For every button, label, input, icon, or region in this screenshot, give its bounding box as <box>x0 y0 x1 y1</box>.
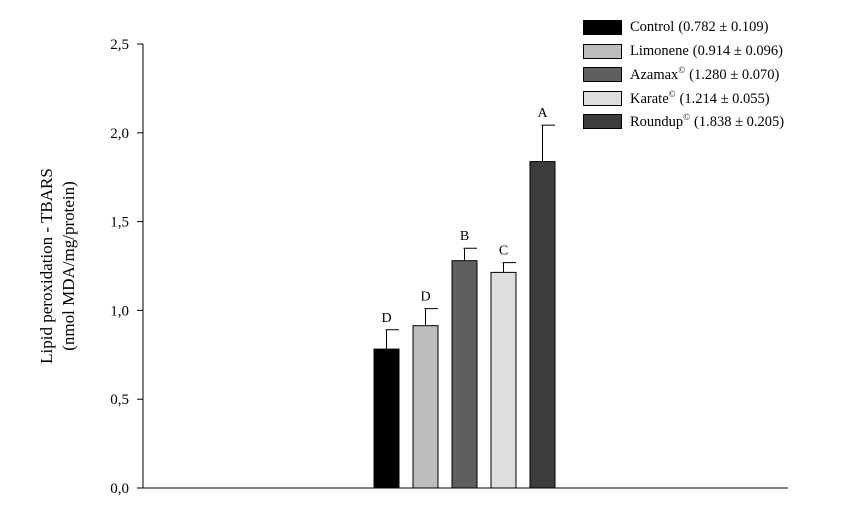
legend-swatch <box>583 90 622 106</box>
legend-series-stats: (1.214 ± 0.055) <box>679 90 770 107</box>
legend-series-name: Roundup <box>630 114 684 131</box>
legend-series-name: Karate <box>630 90 669 107</box>
legend-item-control: Control (0.782 ± 0.109) <box>583 16 784 40</box>
legend-swatch <box>583 43 622 59</box>
y-tick-label: 2,5 <box>110 37 129 53</box>
legend-series-stats: (1.838 ± 0.205) <box>694 114 785 131</box>
legend-swatch <box>583 67 622 83</box>
bar-azamax <box>451 260 478 489</box>
bar-limonene <box>412 325 439 489</box>
significance-letter-limonene: D <box>420 290 430 305</box>
legend-label: Azamax© (1.280 ± 0.070) <box>630 65 779 84</box>
legend-swatch <box>583 20 622 36</box>
legend-series-stats: (1.280 ± 0.070) <box>689 67 780 84</box>
significance-letter-control: D <box>381 311 391 326</box>
significance-letter-azamax: B <box>460 229 469 244</box>
legend-series-name: Limonene <box>630 42 689 59</box>
legend-item-roundup: Roundup© (1.838 ± 0.205) <box>583 110 784 134</box>
legend-series-name: Control <box>630 19 675 36</box>
bar-roundup <box>529 161 556 489</box>
y-tick-label: 0,0 <box>110 481 129 497</box>
y-axis-label-line2: (nmol MDA/mg/protein) <box>59 181 78 351</box>
chart-legend: Control (0.782 ± 0.109) Limonene (0.914 ± 0… <box>583 16 784 134</box>
y-tick-label: 1,0 <box>110 303 129 319</box>
legend-label: Karate© (1.214 ± 0.055) <box>630 89 770 108</box>
legend-label: Roundup© (1.838 ± 0.205) <box>630 112 784 131</box>
legend-label: Control (0.782 ± 0.109) <box>630 19 768 36</box>
legend-label: Limonene (0.914 ± 0.096) <box>630 43 783 60</box>
y-tick-label: 2,0 <box>110 126 129 142</box>
legend-series-stats: (0.914 ± 0.096) <box>692 42 783 59</box>
legend-trademark-mark: © <box>668 88 676 99</box>
legend-swatch <box>583 114 622 130</box>
bar-control <box>373 348 400 489</box>
legend-trademark-mark: © <box>683 112 691 123</box>
legend-series-stats: (0.782 ± 0.109) <box>678 19 769 36</box>
y-tick-label: 0,5 <box>110 392 129 408</box>
legend-series-name: Azamax <box>630 67 679 84</box>
legend-trademark-mark: © <box>678 65 686 76</box>
significance-letter-karate: C <box>499 244 508 259</box>
legend-item-azamax: Azamax© (1.280 ± 0.070) <box>583 63 784 87</box>
legend-item-limonene: Limonene (0.914 ± 0.096) <box>583 40 784 64</box>
y-axis-label-line1: Lipid peroxidation - TBARS <box>37 168 56 364</box>
bar-karate <box>490 271 517 489</box>
bars: D D B C A <box>373 106 556 489</box>
significance-letter-roundup: A <box>537 106 548 121</box>
y-tick-label: 1,5 <box>110 215 129 231</box>
legend-item-karate: Karate© (1.214 ± 0.055) <box>583 87 784 111</box>
axes: 0,0 0,5 1,0 1,5 2,0 2,5 <box>110 37 788 497</box>
